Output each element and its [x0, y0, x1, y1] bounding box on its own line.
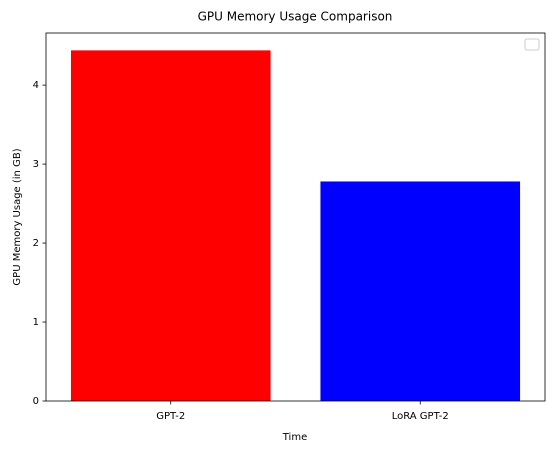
y-tick-label: 2 [33, 238, 39, 249]
x-tick-label: GPT-2 [156, 411, 185, 422]
chart-title: GPU Memory Usage Comparison [198, 10, 393, 24]
legend-box [524, 38, 540, 51]
bar [70, 50, 271, 402]
y-tick-label: 1 [33, 317, 39, 328]
y-tick-label: 4 [33, 80, 39, 91]
y-axis-label: GPU Memory Usage (in GB) [12, 148, 23, 285]
x-axis-label: Time [282, 432, 307, 443]
y-tick-label: 3 [33, 159, 39, 170]
bar [320, 181, 521, 401]
axes-frame [45, 32, 546, 402]
y-tick-label: 0 [33, 396, 39, 407]
x-tick-label: LoRA GPT-2 [392, 411, 449, 422]
